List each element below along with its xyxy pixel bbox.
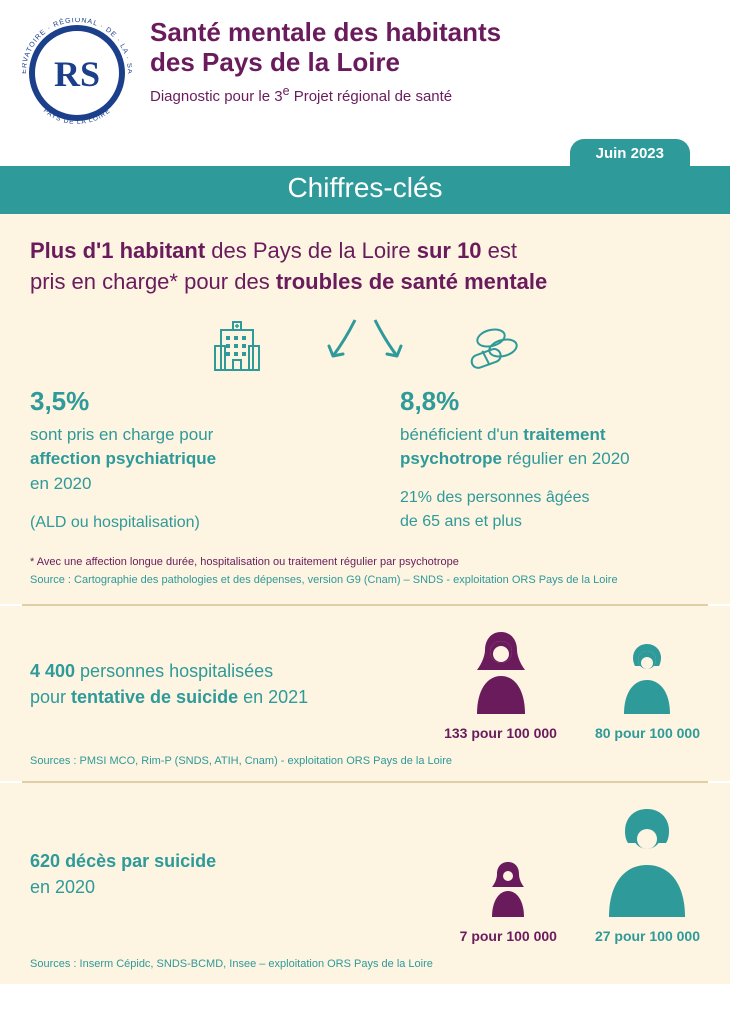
- stat-left-body: sont pris en charge pour affection psych…: [30, 423, 330, 497]
- page-title: Santé mentale des habitants des Pays de …: [150, 18, 501, 78]
- icon-row: [30, 316, 700, 376]
- section3-text: 620 décès par suicide en 2020: [30, 848, 440, 900]
- person-male-s3: 27 pour 100 000: [595, 805, 700, 944]
- stats-columns: 3,5% sont pris en charge pour affection …: [30, 386, 700, 535]
- female-value-s3: 7 pour 100 000: [460, 928, 557, 944]
- stat-left-pct: 3,5%: [30, 386, 330, 417]
- section2-text: 4 400 personnes hospitalisées pour tenta…: [30, 658, 424, 710]
- male-icon: [616, 642, 678, 714]
- stat-right-body: bénéficient d'un traitement psychotrope …: [400, 423, 700, 472]
- source-1: Source : Cartographie des pathologies et…: [30, 574, 700, 586]
- logo: RS OBSERVATOIRE · RÉGIONAL · DE · LA · S…: [22, 18, 132, 133]
- female-icon: [463, 628, 539, 714]
- section3-people: 7 pour 100 000 27 pour 100 000: [460, 805, 700, 944]
- stat-left: 3,5% sont pris en charge pour affection …: [30, 386, 330, 535]
- arrows-icon: [315, 312, 415, 368]
- stat-right-pct: 8,8%: [400, 386, 700, 417]
- stat-right-note: 21% des personnes âgées de 65 ans et plu…: [400, 486, 700, 534]
- date-tab-row: Juin 2023: [0, 139, 730, 166]
- footnote: * Avec une affection longue durée, hospi…: [30, 555, 700, 570]
- page-subtitle: Diagnostic pour le 3e Projet régional de…: [150, 84, 501, 105]
- stat-right: 8,8% bénéficient d'un traitement psychot…: [400, 386, 700, 535]
- male-value-s2: 80 pour 100 000: [595, 725, 700, 741]
- logo-svg: RS OBSERVATOIRE · RÉGIONAL · DE · LA · S…: [22, 18, 132, 128]
- person-female-s2: 133 pour 100 000: [444, 628, 557, 741]
- section-suicide-deaths: 620 décès par suicide en 2020 7 pour 100…: [0, 783, 730, 952]
- pills-icon: [463, 316, 523, 376]
- date-tab: Juin 2023: [570, 139, 690, 166]
- page-root: RS OBSERVATOIRE · RÉGIONAL · DE · LA · S…: [0, 0, 730, 984]
- source-3: Sources : Inserm Cépidc, SNDS-BCMD, Inse…: [0, 952, 730, 984]
- page-header: RS OBSERVATOIRE · RÉGIONAL · DE · LA · S…: [0, 0, 730, 139]
- lead-text: Plus d'1 habitant des Pays de la Loire s…: [30, 236, 700, 298]
- source-2: Sources : PMSI MCO, Rim-P (SNDS, ATIH, C…: [0, 749, 730, 781]
- title-line2: des Pays de la Loire: [150, 47, 400, 77]
- male-icon-large: [597, 805, 697, 917]
- logo-monogram: RS: [54, 54, 100, 94]
- header-text-block: Santé mentale des habitants des Pays de …: [150, 18, 501, 105]
- title-line1: Santé mentale des habitants: [150, 17, 501, 47]
- main-panel: Plus d'1 habitant des Pays de la Loire s…: [0, 214, 730, 604]
- section-banner: Chiffres-clés: [0, 166, 730, 214]
- person-female-s3: 7 pour 100 000: [460, 859, 557, 944]
- hospital-icon: [207, 316, 267, 376]
- section2-people: 133 pour 100 000 80 pour 100 000: [444, 628, 700, 741]
- person-male-s2: 80 pour 100 000: [595, 642, 700, 741]
- female-value-s2: 133 pour 100 000: [444, 725, 557, 741]
- section-suicide-attempts: 4 400 personnes hospitalisées pour tenta…: [0, 606, 730, 749]
- stat-left-note: (ALD ou hospitalisation): [30, 511, 330, 535]
- male-value-s3: 27 pour 100 000: [595, 928, 700, 944]
- female-icon-small: [483, 859, 533, 917]
